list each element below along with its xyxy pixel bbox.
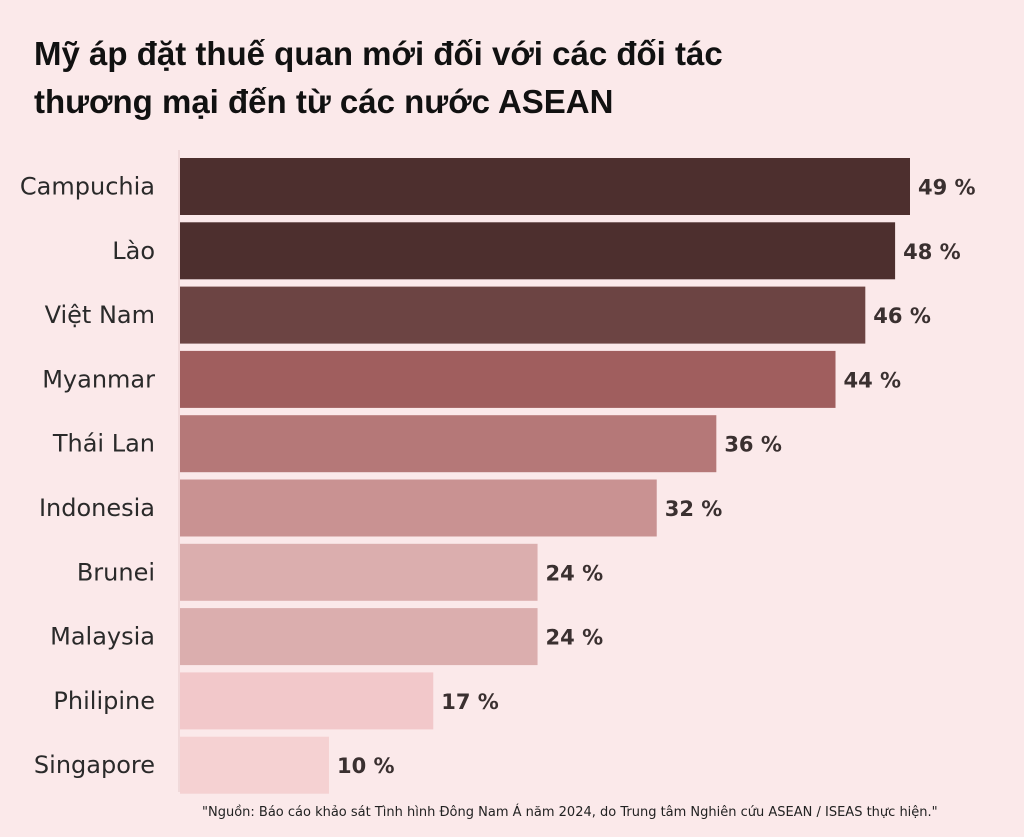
- category-label-0: Campuchia: [20, 173, 155, 201]
- chart-title-line-2: thương mại đến từ các nước ASEAN: [34, 83, 614, 120]
- bar-6: [180, 543, 538, 601]
- value-label-3: 44 %: [844, 368, 902, 392]
- value-label-2: 46 %: [873, 304, 931, 328]
- bar-3: [180, 350, 836, 408]
- value-label-6: 24 %: [546, 561, 604, 585]
- bar-1: [180, 222, 896, 280]
- bar-7: [180, 608, 538, 666]
- bar-8: [180, 672, 434, 730]
- value-label-0: 49 %: [918, 176, 976, 200]
- category-label-9: Singapore: [34, 751, 155, 779]
- category-label-5: Indonesia: [39, 494, 155, 522]
- bar-5: [180, 479, 657, 537]
- bar-9: [180, 736, 329, 794]
- category-label-8: Philipine: [53, 687, 155, 715]
- bar-2: [180, 286, 866, 344]
- chart-title-line-1: Mỹ áp đặt thuế quan mới đối với các đối …: [34, 35, 723, 72]
- category-label-7: Malaysia: [50, 623, 155, 651]
- category-label-6: Brunei: [77, 558, 155, 586]
- value-label-8: 17 %: [441, 690, 499, 714]
- bar-0: [180, 158, 910, 215]
- value-label-4: 36 %: [724, 433, 782, 457]
- source-note: "Nguồn: Báo cáo khảo sát Tình hình Đông …: [202, 805, 938, 820]
- value-label-1: 48 %: [903, 240, 961, 264]
- category-label-2: Việt Nam: [45, 301, 155, 329]
- bar-4: [180, 415, 717, 473]
- category-label-3: Myanmar: [42, 365, 155, 393]
- category-label-4: Thái Lan: [52, 430, 155, 458]
- value-label-5: 32 %: [665, 497, 723, 521]
- value-label-7: 24 %: [546, 626, 604, 650]
- category-label-1: Lào: [112, 237, 155, 265]
- value-label-9: 10 %: [337, 754, 395, 778]
- chart-title: Mỹ áp đặt thuế quan mới đối với các đối …: [34, 30, 934, 126]
